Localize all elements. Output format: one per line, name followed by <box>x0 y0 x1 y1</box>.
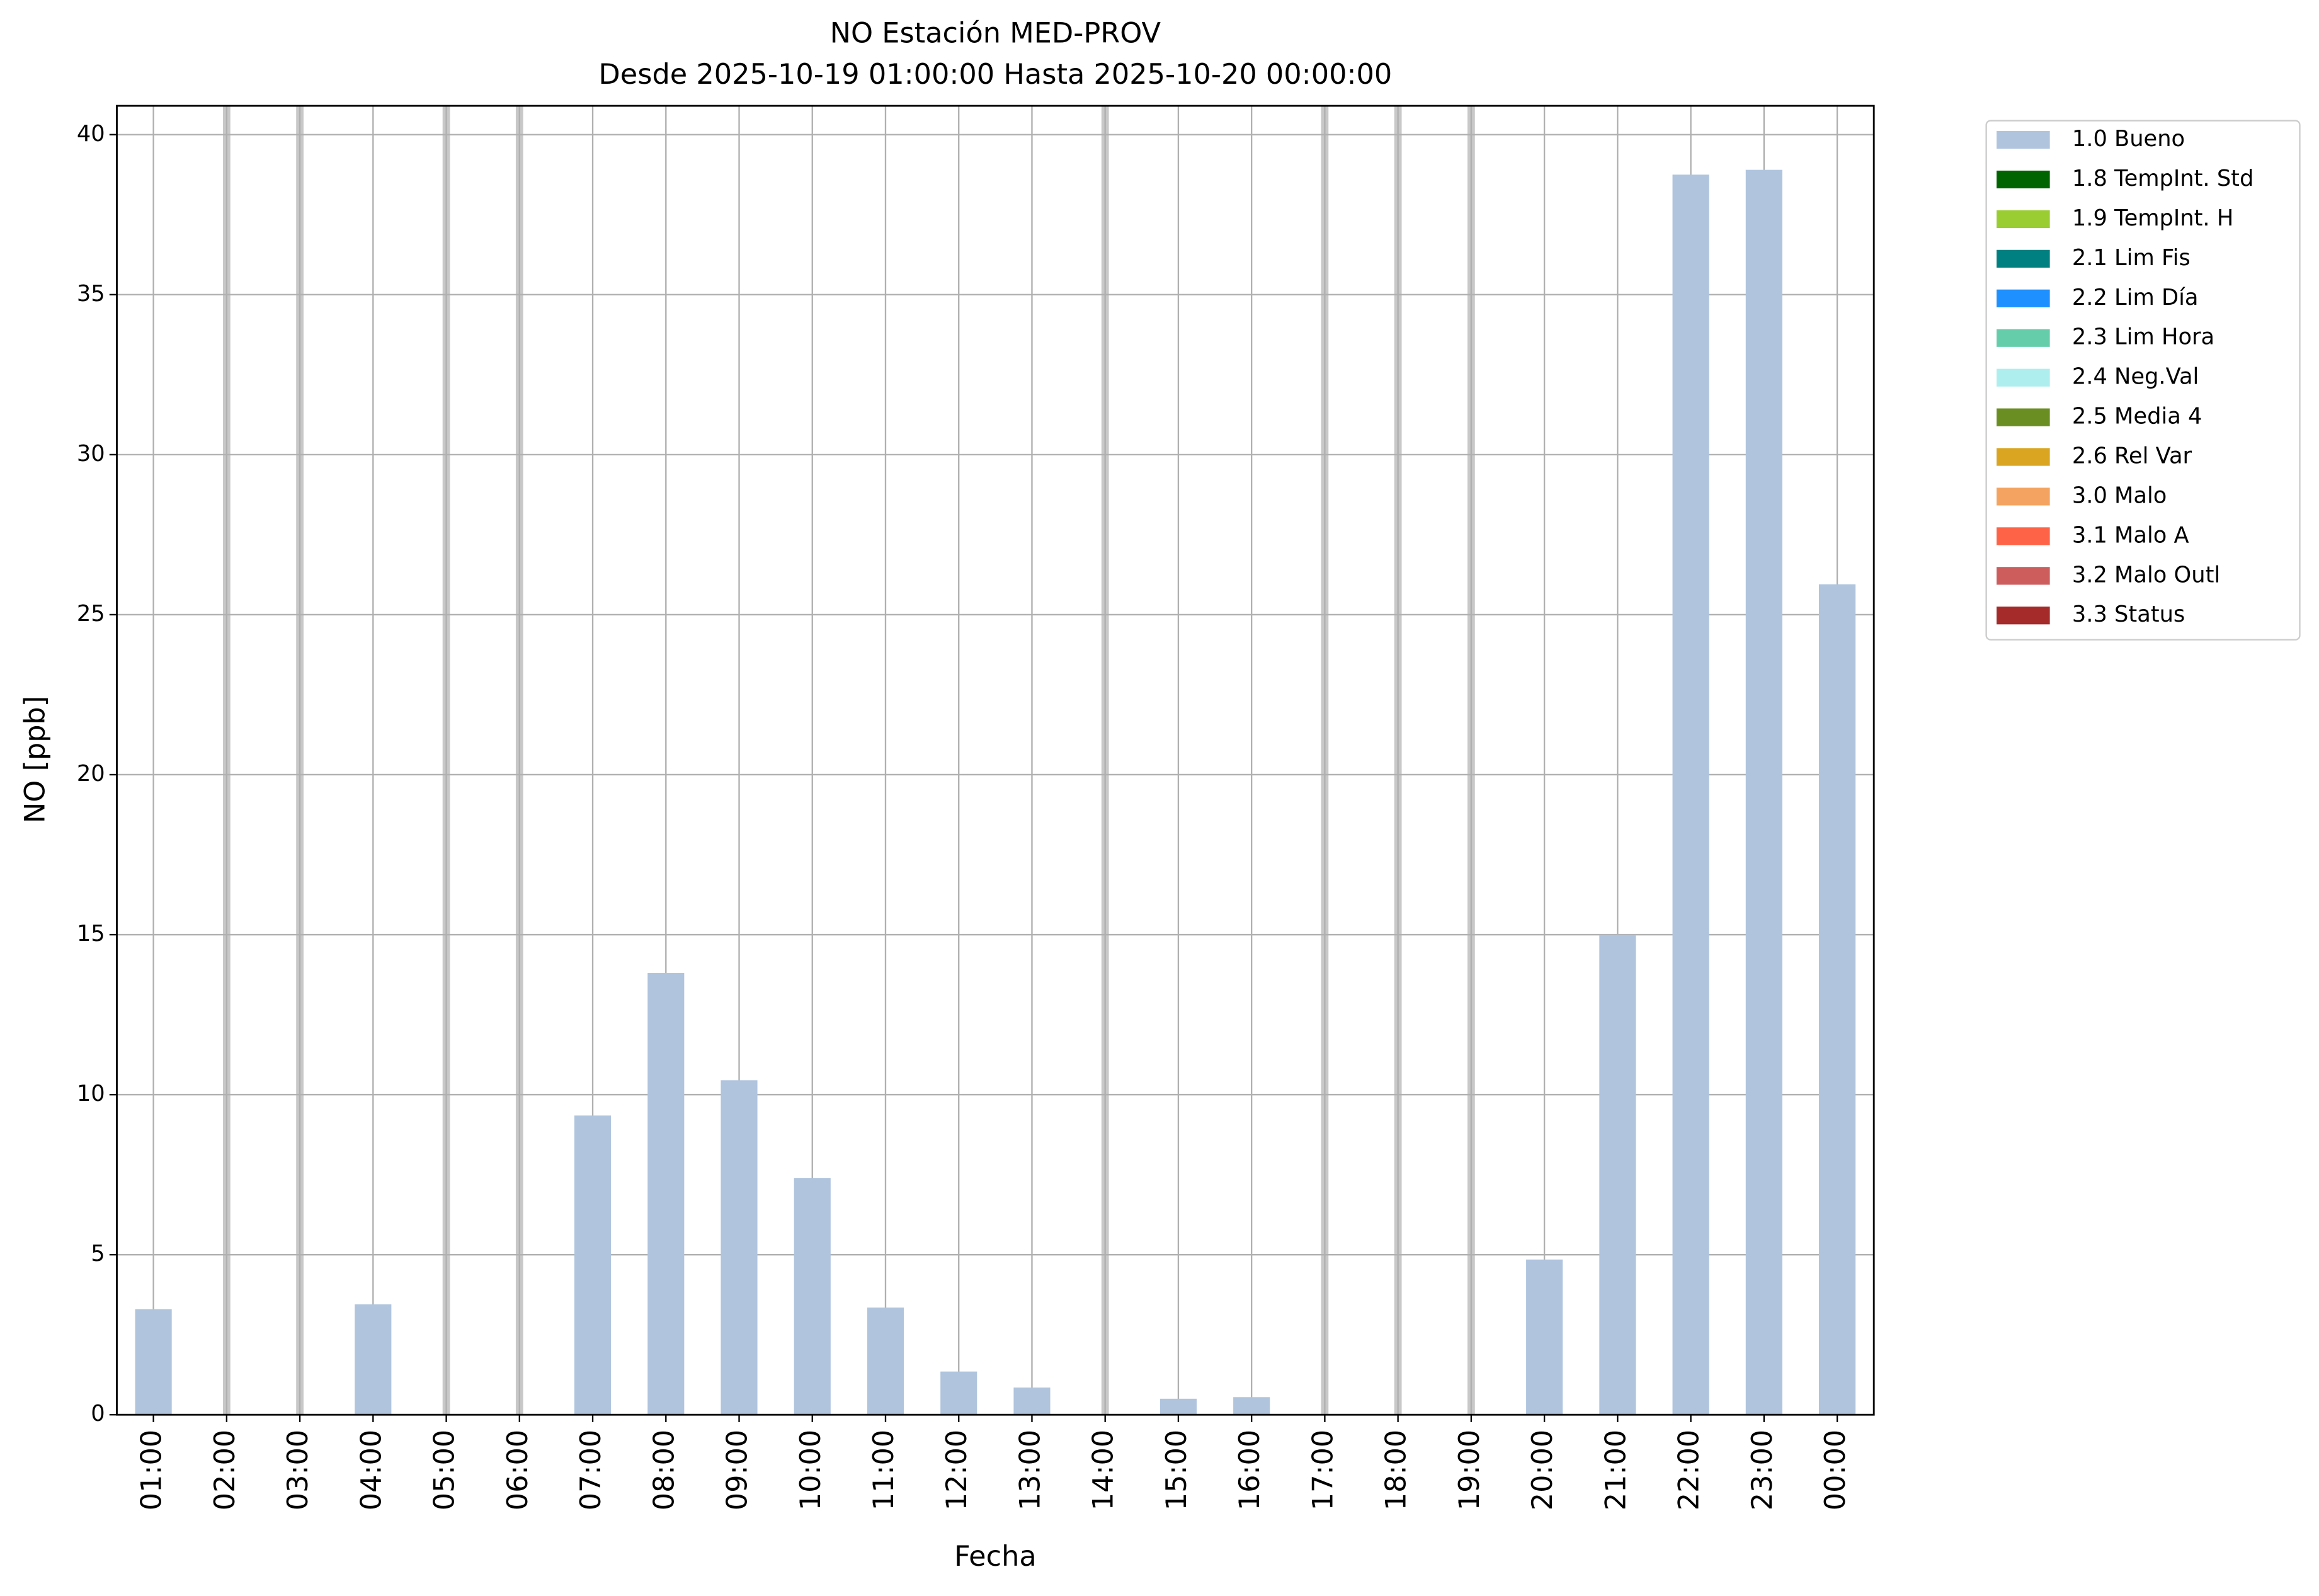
x-tick-label: 18:00 <box>1380 1430 1413 1511</box>
bar <box>721 1080 758 1415</box>
x-tick-label: 23:00 <box>1746 1430 1779 1511</box>
legend-swatch <box>1997 408 2050 426</box>
y-tick-label: 5 <box>91 1241 105 1267</box>
legend-swatch <box>1997 210 2050 228</box>
legend-swatch <box>1997 527 2050 545</box>
legend-swatch <box>1997 607 2050 625</box>
x-tick-label: 04:00 <box>355 1430 387 1511</box>
legend-label: 2.1 Lim Fis <box>2072 245 2191 271</box>
y-tick-label: 0 <box>91 1401 105 1427</box>
y-tick-label: 25 <box>77 601 105 627</box>
x-tick-label: 21:00 <box>1599 1430 1632 1511</box>
x-tick-label: 20:00 <box>1526 1430 1559 1511</box>
legend-label: 1.9 TempInt. H <box>2072 205 2233 231</box>
y-tick-label: 40 <box>77 121 105 147</box>
y-tick-label: 30 <box>77 441 105 467</box>
y-axis-label: NO [ppb] <box>19 696 52 823</box>
legend-box <box>1985 120 2301 641</box>
legend-label: 2.4 Neg.Val <box>2072 364 2199 390</box>
y-tick-label: 10 <box>77 1081 105 1107</box>
bar <box>1526 1259 1563 1415</box>
x-tick-label: 14:00 <box>1087 1430 1120 1511</box>
x-tick-label: 09:00 <box>721 1430 754 1511</box>
legend-label: 2.3 Lim Hora <box>2072 324 2214 350</box>
bar <box>794 1178 831 1415</box>
x-tick-label: 22:00 <box>1673 1430 1706 1511</box>
bar <box>1160 1398 1197 1415</box>
plot-frame <box>116 105 1875 1416</box>
bar <box>1672 174 1709 1415</box>
chart-subtitle: Desde 2025-10-19 01:00:00 Hasta 2025-10-… <box>598 58 1392 91</box>
legend-swatch <box>1997 130 2050 149</box>
x-tick-label: 06:00 <box>501 1430 534 1511</box>
legend-label: 3.1 Malo A <box>2072 522 2189 548</box>
x-tick-label: 13:00 <box>1013 1430 1046 1511</box>
legend-swatch <box>1997 170 2050 189</box>
bar <box>1233 1397 1270 1415</box>
x-tick-label: 12:00 <box>940 1430 973 1511</box>
legend-swatch <box>1997 368 2050 387</box>
x-tick-label: 10:00 <box>794 1430 827 1511</box>
chart-title: NO Estación MED-PROV <box>830 16 1161 49</box>
bar <box>1013 1388 1051 1415</box>
y-tick-label: 15 <box>77 921 105 947</box>
legend-label: 2.2 Lim Día <box>2072 285 2199 311</box>
bar <box>1819 584 1856 1415</box>
x-tick-label: 05:00 <box>428 1430 461 1511</box>
legend-label: 2.6 Rel Var <box>2072 443 2192 469</box>
legend-label: 3.0 Malo <box>2072 482 2167 508</box>
bar <box>135 1309 172 1415</box>
legend-label: 2.5 Media 4 <box>2072 404 2202 430</box>
bar <box>867 1307 904 1415</box>
x-tick-label: 17:00 <box>1306 1430 1339 1511</box>
bar <box>1745 169 1782 1415</box>
x-tick-label: 03:00 <box>282 1430 314 1511</box>
x-tick-label: 01:00 <box>135 1430 168 1511</box>
legend-label: 3.2 Malo Outl <box>2072 562 2220 588</box>
legend: 1.0 Bueno 1.8 TempInt. Std 1.9 TempInt. H 2… <box>1997 126 2253 627</box>
bar <box>647 973 685 1415</box>
x-tick-label: 08:00 <box>647 1430 680 1511</box>
bar <box>940 1371 977 1415</box>
y-tick-label: 20 <box>77 761 105 787</box>
y-tick-label: 35 <box>77 281 105 307</box>
x-tick-label: 02:00 <box>208 1430 241 1511</box>
x-tick-label: 00:00 <box>1819 1430 1852 1511</box>
bar <box>1599 935 1636 1415</box>
legend-swatch <box>1997 289 2050 307</box>
plot-area: 0 5 10 15 20 25 30 35 40 01:00 02:00 03:00 04:00 05:0… <box>77 105 1875 1511</box>
legend-label: 3.3 Status <box>2072 601 2185 627</box>
x-axis-label: Fecha <box>954 1540 1037 1573</box>
x-tick-label: 07:00 <box>574 1430 607 1511</box>
legend-label: 1.8 TempInt. Std <box>2072 166 2254 191</box>
x-tick-label: 15:00 <box>1160 1430 1193 1511</box>
legend-swatch <box>1997 487 2050 506</box>
legend-swatch <box>1997 329 2050 347</box>
legend-swatch <box>1997 448 2050 466</box>
bar <box>355 1304 392 1415</box>
bar <box>574 1115 612 1415</box>
legend-swatch <box>1997 567 2050 585</box>
x-tick-label: 19:00 <box>1453 1430 1486 1511</box>
legend-label: 1.0 Bueno <box>2072 126 2185 152</box>
x-tick-label: 16:00 <box>1233 1430 1266 1511</box>
x-tick-label: 11:00 <box>867 1430 900 1511</box>
legend-swatch <box>1997 249 2050 268</box>
